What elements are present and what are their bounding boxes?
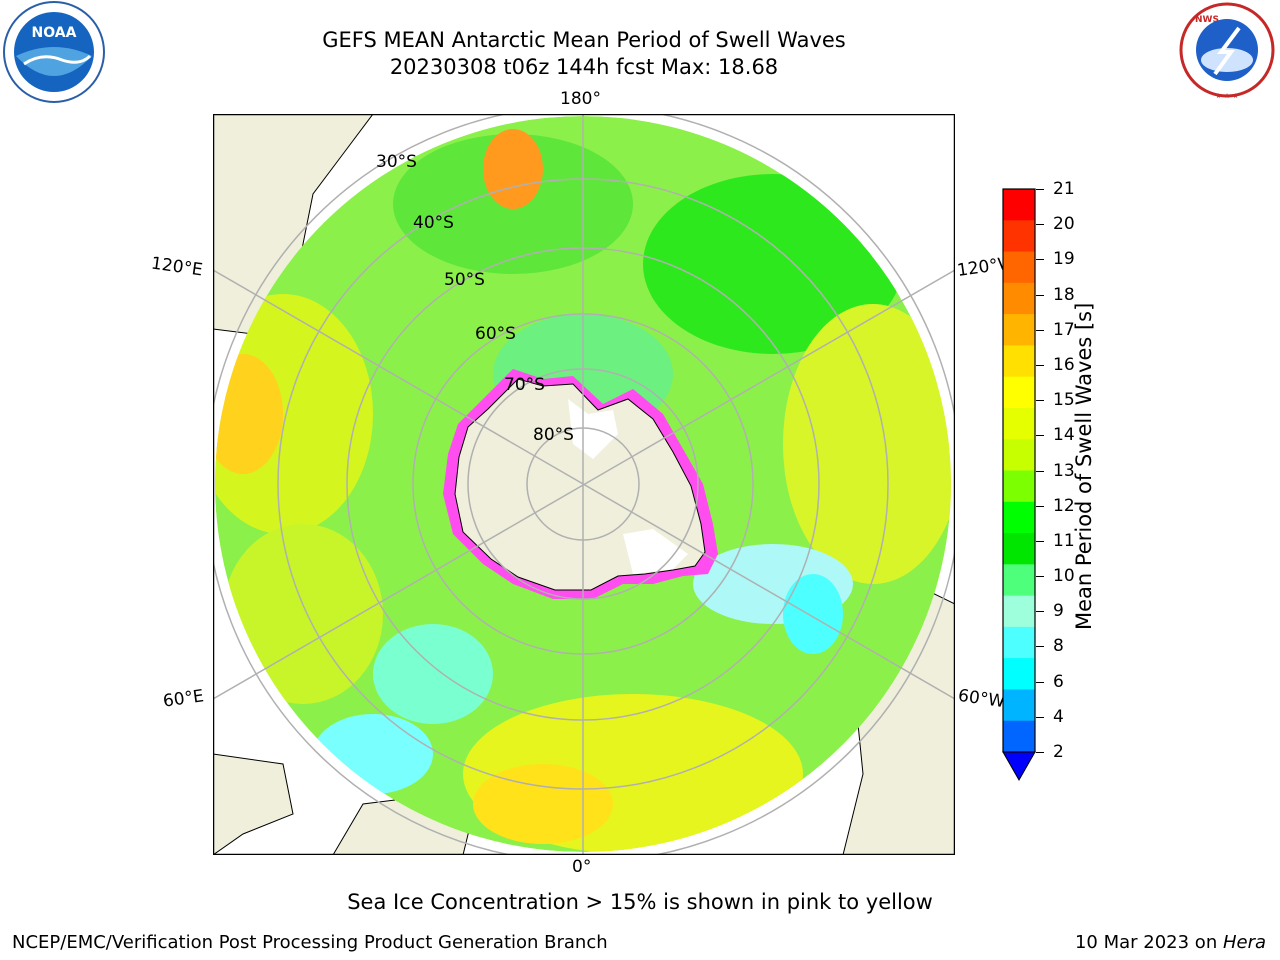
colorbar-tick-mark <box>1036 435 1044 437</box>
svg-text:★ ★ ★: ★ ★ ★ <box>1215 92 1238 100</box>
colorbar-tick-mark <box>1036 364 1044 366</box>
colorbar-tick-mark <box>1036 576 1044 578</box>
colorbar-tick-label: 11 <box>1053 530 1075 551</box>
svg-text:NWS: NWS <box>1195 15 1219 25</box>
colorbar-tick-label: 10 <box>1053 566 1075 587</box>
colorbar-band <box>1003 282 1035 315</box>
footer-date-text: 10 Mar 2023 on <box>1074 932 1223 953</box>
colorbar-tick-mark <box>1036 540 1044 542</box>
lat-label-50: 50°S <box>444 270 485 290</box>
colorbar-tick-label: 2 <box>1053 742 1064 762</box>
colorbar-tick-label: 19 <box>1053 249 1075 270</box>
nws-logo: ★ ★ ★ NWS <box>1179 2 1275 100</box>
colorbar-tick-label: 14 <box>1053 425 1075 446</box>
colorbar-band <box>1003 251 1035 284</box>
colorbar-tick-mark <box>1036 681 1044 683</box>
chart-subtitle: 20230308 t06z 144h fcst Max: 18.68 <box>389 55 779 79</box>
colorbar-band <box>1003 658 1035 690</box>
colorbar-band <box>1003 564 1035 597</box>
colorbar-tick-mark <box>1036 294 1044 296</box>
colorbar-tick-mark <box>1036 400 1044 402</box>
lat-label-80: 80°S <box>533 425 574 445</box>
svg-text:NOAA: NOAA <box>32 25 77 41</box>
colorbar-tick-label: 17 <box>1053 319 1075 340</box>
colorbar-band <box>1003 470 1035 503</box>
colorbar-tick-mark <box>1036 611 1044 613</box>
lon-label-right-lower: 60°W <box>956 685 1007 713</box>
colorbar-band <box>1003 189 1035 221</box>
colorbar-tick-mark <box>1036 752 1044 753</box>
colorbar-band <box>1003 376 1035 409</box>
colorbar-band <box>1003 533 1035 565</box>
colorbar-tick-label: 15 <box>1053 390 1075 411</box>
colorbar-tick-label: 21 <box>1053 179 1075 199</box>
colorbar-tick-label: 9 <box>1053 601 1064 622</box>
colorbar-band <box>1003 314 1035 346</box>
lat-label-40: 40°S <box>413 213 454 233</box>
colorbar-band <box>1003 689 1035 722</box>
colorbar-band <box>1003 626 1035 659</box>
lat-label-60: 60°S <box>475 324 516 344</box>
noaa-logo: NOAA <box>3 1 105 103</box>
colorbar-tick-mark <box>1036 189 1044 190</box>
chart-title: GEFS MEAN Antarctic Mean Period of Swell… <box>322 28 846 52</box>
colorbar-tick-label: 6 <box>1053 671 1064 692</box>
lon-label-top: 180° <box>560 89 601 109</box>
colorbar-band <box>1003 720 1035 753</box>
colorbar-tick-mark <box>1036 646 1044 648</box>
colorbar-tick-mark <box>1036 224 1044 226</box>
colorbar-tick-label: 16 <box>1053 354 1075 375</box>
lon-label-left-upper: 120°E <box>149 253 204 281</box>
lon-label-bottom: 0° <box>572 857 592 877</box>
footer-credit: NCEP/EMC/Verification Post Processing Pr… <box>12 932 608 953</box>
sea-ice-note: Sea Ice Concentration > 15% is shown in … <box>347 890 933 914</box>
colorbar-tick-label: 18 <box>1053 284 1075 305</box>
colorbar-band <box>1003 595 1035 628</box>
colorbar-tick-label: 13 <box>1053 460 1075 481</box>
colorbar-tick-mark <box>1036 470 1044 472</box>
footer-host: Hera <box>1222 932 1266 953</box>
colorbar-tick-mark <box>1036 505 1044 507</box>
colorbar-band <box>1003 407 1035 440</box>
colorbar-tick-mark <box>1036 259 1044 261</box>
australia-land <box>213 114 374 335</box>
colorbar <box>1002 188 1036 782</box>
colorbar-band <box>1003 439 1035 471</box>
madagascar-land <box>213 753 294 855</box>
colorbar-tick-label: 12 <box>1053 495 1075 516</box>
graticule <box>213 114 955 855</box>
lat-label-30: 30°S <box>376 152 417 172</box>
footer-date: 10 Mar 2023 on Hera <box>1075 932 1266 953</box>
colorbar-band <box>1003 345 1035 378</box>
map-panel <box>213 114 955 855</box>
colorbar-tick-label: 8 <box>1053 636 1064 657</box>
colorbar-tick-mark <box>1036 716 1044 718</box>
colorbar-tick-label: 20 <box>1053 214 1075 235</box>
weddell-ice <box>623 529 688 574</box>
colorbar-tick-label: 4 <box>1053 706 1064 727</box>
colorbar-band <box>1003 501 1035 534</box>
lon-label-left-lower: 60°E <box>161 686 206 712</box>
colorbar-label: Mean Period of Swell Waves [s] <box>1072 302 1096 630</box>
colorbar-tick-mark <box>1036 329 1044 331</box>
lat-label-70: 70°S <box>504 375 545 395</box>
colorbar-band <box>1003 220 1035 253</box>
